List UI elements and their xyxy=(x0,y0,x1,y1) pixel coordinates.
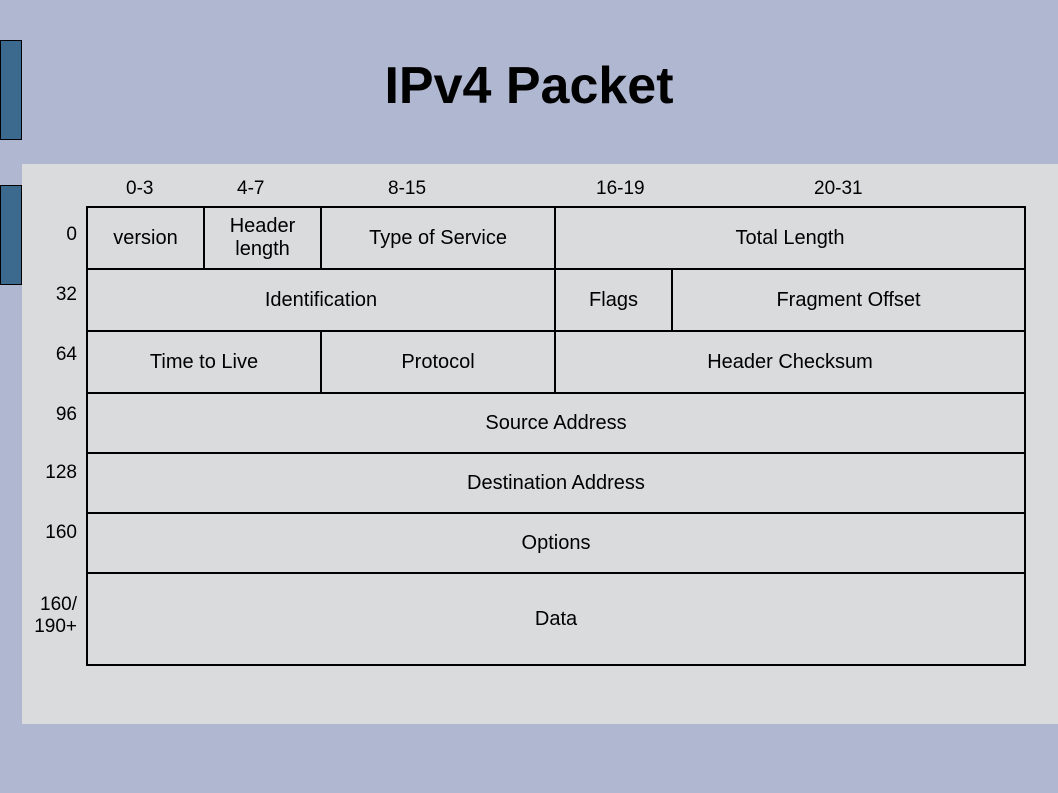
field-options: Options xyxy=(88,514,1024,572)
bit-header-0: 0-3 xyxy=(126,178,153,200)
row-offset-3: 96 xyxy=(27,404,77,426)
bit-range-headers: 0-3 4-7 8-15 16-19 20-31 xyxy=(22,178,1058,206)
packet-row-6: Data xyxy=(88,574,1024,664)
packet-row-2: Time to LiveProtocolHeader Checksum xyxy=(88,332,1024,394)
row-offset-0: 0 xyxy=(27,224,77,246)
field-identification: Identification xyxy=(88,270,556,330)
bit-header-1: 4-7 xyxy=(237,178,264,200)
packet-row-0: versionHeader lengthType of ServiceTotal… xyxy=(88,208,1024,270)
accent-bar-bottom xyxy=(0,185,22,285)
field-protocol: Protocol xyxy=(322,332,556,392)
row-offset-2: 64 xyxy=(27,344,77,366)
field-version: version xyxy=(88,208,205,268)
field-data: Data xyxy=(88,574,1024,664)
packet-row-4: Destination Address xyxy=(88,454,1024,514)
slide-title: IPv4 Packet xyxy=(0,0,1058,116)
accent-bar-top xyxy=(0,40,22,140)
packet-row-5: Options xyxy=(88,514,1024,574)
bit-header-2: 8-15 xyxy=(388,178,426,200)
field-type-of-service: Type of Service xyxy=(322,208,556,268)
bit-header-4: 20-31 xyxy=(814,178,863,200)
field-header-length: Header length xyxy=(205,208,322,268)
field-source-address: Source Address xyxy=(88,394,1024,452)
row-offset-6: 160/ 190+ xyxy=(27,594,77,638)
field-time-to-live: Time to Live xyxy=(88,332,322,392)
field-flags: Flags xyxy=(556,270,673,330)
field-destination-address: Destination Address xyxy=(88,454,1024,512)
row-offset-4: 128 xyxy=(27,462,77,484)
field-fragment-offset: Fragment Offset xyxy=(673,270,1024,330)
row-offset-1: 32 xyxy=(27,284,77,306)
bit-header-3: 16-19 xyxy=(596,178,645,200)
field-total-length: Total Length xyxy=(556,208,1024,268)
packet-table: versionHeader lengthType of ServiceTotal… xyxy=(86,206,1026,666)
packet-row-1: IdentificationFlagsFragment Offset xyxy=(88,270,1024,332)
packet-diagram: 0-3 4-7 8-15 16-19 20-31 0 32 64 96 128 160 160/ 1… xyxy=(22,164,1058,724)
row-offset-5: 160 xyxy=(27,522,77,544)
packet-row-3: Source Address xyxy=(88,394,1024,454)
field-header-checksum: Header Checksum xyxy=(556,332,1024,392)
